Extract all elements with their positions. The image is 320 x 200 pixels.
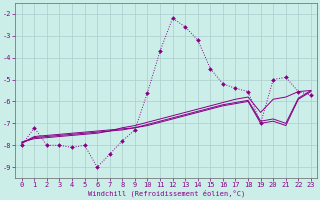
X-axis label: Windchill (Refroidissement éolien,°C): Windchill (Refroidissement éolien,°C) — [88, 190, 245, 197]
